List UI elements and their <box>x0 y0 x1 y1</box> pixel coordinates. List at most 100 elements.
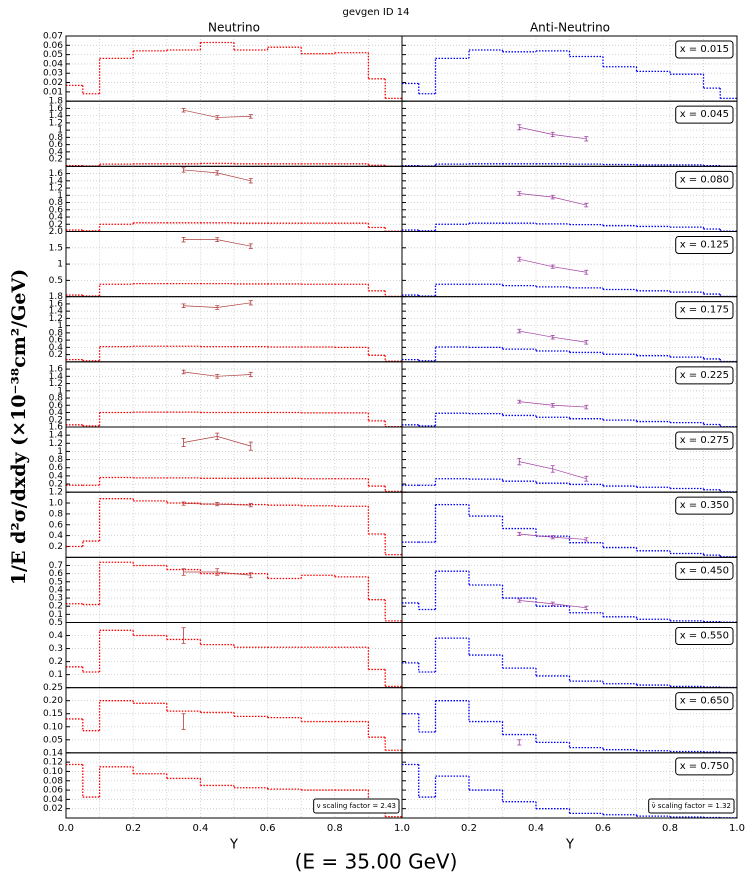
y-tick-label: 0.04 <box>43 59 63 69</box>
x-axis-label: Y <box>229 838 238 853</box>
y-tick-label: 1 <box>57 260 63 270</box>
error-bar <box>584 537 589 542</box>
y-tick-label: 1.2 <box>49 439 63 449</box>
y-tick-label: 0.2 <box>49 542 63 552</box>
x-tick-label: 0.2 <box>125 823 141 834</box>
annotation-box <box>675 170 734 189</box>
annotation-box <box>675 627 734 645</box>
y-tick-label: 1.4 <box>49 111 64 121</box>
y-tick-label: 0.5 <box>49 577 63 587</box>
y-tick-label: 0.08 <box>43 776 63 786</box>
y-tick-label: 0.6 <box>49 520 64 530</box>
y-tick-label: 1 <box>57 191 63 201</box>
error-bar <box>517 124 522 131</box>
energy-label: (E = 35.00 GeV) <box>295 850 458 874</box>
error-bar <box>550 465 555 473</box>
error-bar <box>215 568 220 576</box>
y-tick-label: 0.4 <box>49 408 64 418</box>
y-tick-label: 0.25 <box>43 683 63 693</box>
error-bar <box>248 441 253 451</box>
error-bar <box>584 269 589 275</box>
y-tick-label: 1.6 <box>49 423 64 433</box>
chart-title: gevgen ID 14 <box>343 7 410 18</box>
y-tick-label: 1.2 <box>49 488 63 498</box>
error-bar <box>550 335 555 340</box>
y-tick-label: 0.06 <box>43 41 63 51</box>
error-bar <box>248 178 253 184</box>
error-bar <box>584 136 589 142</box>
scaling-box <box>313 798 400 814</box>
annotation: x = 0.650 <box>680 696 729 707</box>
y-tick-label: 0.4 <box>49 585 64 595</box>
column-title: Neutrino <box>208 21 260 35</box>
y-tick-label: 0.6 <box>49 569 64 579</box>
error-bar <box>215 115 220 120</box>
y-tick-label: 0.6 <box>49 205 64 215</box>
annotation: x = 0.450 <box>680 565 729 576</box>
y-tick-label: 0.2 <box>49 220 63 230</box>
error-bar <box>181 568 186 576</box>
error-bar <box>215 237 220 243</box>
error-bar <box>181 438 186 447</box>
y-tick-label: 1.6 <box>49 169 64 179</box>
y-tick-label: 1 <box>57 321 63 331</box>
annotation-box <box>675 366 734 385</box>
y-tick-label: 2.0 <box>49 227 64 237</box>
y-tick-label: 0.8 <box>49 328 64 338</box>
y-tick-label: 0.4 <box>49 343 64 353</box>
x-tick-label: 0.8 <box>327 823 343 834</box>
y-tick-label: 1.2 <box>49 379 63 389</box>
y-tick-label: 1 <box>57 126 63 136</box>
y-tick-label: 0.3 <box>49 644 63 654</box>
error-bar <box>517 399 522 404</box>
error-bar <box>181 303 186 308</box>
y-tick-label: 0.07 <box>43 32 63 42</box>
y-tick-label: 1.4 <box>49 372 64 382</box>
annotation-box <box>675 105 734 124</box>
annotation-box <box>675 757 734 776</box>
y-tick-label: 0.10 <box>43 722 63 732</box>
y-tick-label: 1 <box>57 447 63 457</box>
y-tick-label: 0.8 <box>49 394 64 404</box>
error-bar <box>550 535 555 540</box>
scaling-label: ν̄ scaling factor = 1.32 <box>652 802 731 810</box>
y-tick-label: 0.05 <box>43 735 63 745</box>
y-tick-label: 1.5 <box>49 243 63 253</box>
error-bar <box>517 457 522 466</box>
annotation: x = 0.225 <box>680 370 729 381</box>
x-tick-label: 1.0 <box>729 823 745 834</box>
error-bar <box>248 243 253 249</box>
panel-frame <box>401 752 738 819</box>
y-tick-label: 0.6 <box>49 463 64 473</box>
y-axis-label: 1/E d²σ/dxdy (×10⁻³⁸cm²/GeV) <box>8 269 30 585</box>
annotation: x = 0.015 <box>680 44 729 55</box>
x-axis-label: Y <box>565 838 574 853</box>
scaling-box <box>648 798 735 814</box>
y-tick-label: 0.02 <box>43 804 63 814</box>
y-tick-label: 0.7 <box>49 561 63 571</box>
error-bar <box>517 328 522 334</box>
annotation: x = 0.550 <box>680 631 729 642</box>
y-tick-label: 0.20 <box>43 696 63 706</box>
y-tick-label: 0.12 <box>43 758 63 768</box>
y-tick-label: 0.1 <box>49 670 63 680</box>
error-bar <box>215 170 220 176</box>
y-tick-label: 0.8 <box>49 455 64 465</box>
y-tick-label: 0.4 <box>49 531 64 541</box>
y-tick-label: 0.06 <box>43 786 63 796</box>
y-tick-label: 0.4 <box>49 471 64 481</box>
y-tick-label: 0.2 <box>49 657 63 667</box>
y-tick-label: 0.5 <box>49 618 63 628</box>
error-bar <box>181 369 186 375</box>
y-tick-label: 0.2 <box>49 350 63 360</box>
error-bar <box>248 300 253 306</box>
error-bar <box>215 374 220 379</box>
error-bar <box>584 404 589 410</box>
error-bar <box>517 531 522 537</box>
y-tick-label: 0.8 <box>49 133 64 143</box>
y-tick-label: 1.2 <box>49 314 63 324</box>
x-tick-label: 0.0 <box>58 823 74 834</box>
error-bar <box>550 194 555 200</box>
error-bar <box>248 503 253 508</box>
y-tick-label: 0.15 <box>43 709 63 719</box>
